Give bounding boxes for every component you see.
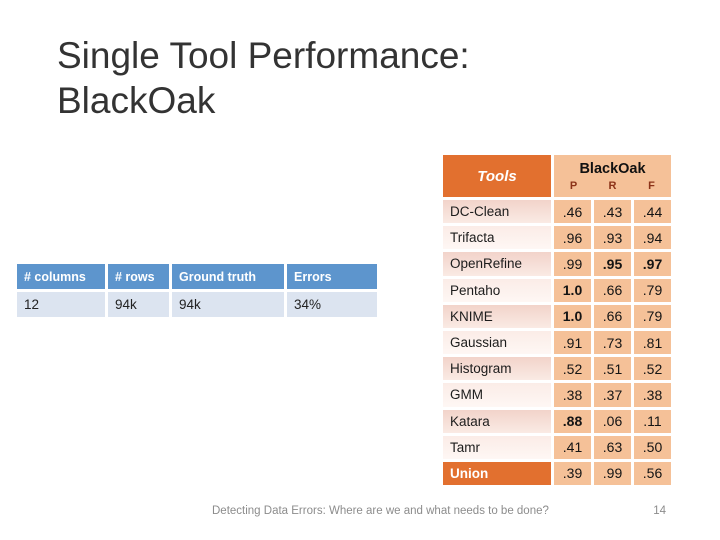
tool-name-cell: Trifacta — [443, 226, 551, 250]
metric-header-label: P — [569, 179, 578, 192]
recall-value-cell: .95 — [594, 252, 631, 276]
recall-value-cell: .66 — [594, 304, 631, 328]
table-row: OpenRefine .99 .95 .97 — [443, 252, 671, 276]
precision-value-cell: .99 — [554, 252, 591, 276]
recall-value-cell: .73 — [594, 330, 631, 355]
slide-title: Single Tool Performance: BlackOak — [57, 33, 470, 123]
fmeasure-value-cell: .94 — [634, 226, 671, 250]
fmeasure-value-cell: .97 — [634, 252, 671, 276]
metric-header-label: R — [608, 179, 617, 192]
table-row: GMM .38 .37 .38 — [443, 383, 671, 407]
info-value-cell: 34% — [287, 292, 377, 317]
metric-header-label: F — [648, 179, 655, 192]
table-header-row: Tools BlackOak P R F — [443, 155, 671, 197]
fmeasure-value-cell: .79 — [634, 278, 671, 302]
info-header-cell: # rows — [108, 264, 169, 289]
fmeasure-value-cell: .56 — [634, 461, 671, 486]
tool-name-cell: Union — [443, 461, 551, 486]
info-header-cell: Ground truth — [172, 264, 284, 289]
table-row: Union .39 .99 .56 — [443, 461, 671, 486]
info-value-cell: 94k — [172, 292, 284, 317]
precision-value-cell: .46 — [554, 200, 591, 224]
recall-value-cell: .63 — [594, 435, 631, 459]
info-table-value-row: 12 94k 94k 34% — [17, 292, 377, 317]
tool-name-cell: OpenRefine — [443, 252, 551, 276]
precision-value-cell: .41 — [554, 435, 591, 459]
table-row: Gaussian .91 .73 .81 — [443, 330, 671, 355]
tool-name-cell: Histogram — [443, 357, 551, 381]
precision-value-cell: 1.0 — [554, 278, 591, 302]
fmeasure-value-cell: .44 — [634, 200, 671, 224]
dataset-header-cell: BlackOak P R F — [554, 155, 671, 197]
page-number: 14 — [653, 505, 666, 517]
table-row: Tamr .41 .63 .50 — [443, 435, 671, 459]
info-value-cell: 12 — [17, 292, 105, 317]
precision-value-cell: .38 — [554, 383, 591, 407]
precision-value-cell: .88 — [554, 409, 591, 433]
tool-name-cell: Katara — [443, 409, 551, 433]
recall-value-cell: .06 — [594, 409, 631, 433]
precision-value-cell: 1.0 — [554, 304, 591, 328]
recall-value-cell: .43 — [594, 200, 631, 224]
tool-name-cell: Pentaho — [443, 278, 551, 302]
precision-value-cell: .96 — [554, 226, 591, 250]
info-table-header-row: # columns # rows Ground truth Errors — [17, 264, 377, 289]
tool-name-cell: KNIME — [443, 304, 551, 328]
fmeasure-value-cell: .52 — [634, 357, 671, 381]
info-value-cell: 94k — [108, 292, 169, 317]
dataset-info-table: # columns # rows Ground truth Errors 12 94k 9… — [17, 264, 377, 320]
tool-name-cell: GMM — [443, 383, 551, 407]
tool-performance-table: Tools BlackOak P R F DC-Clean .46 .43 .44 … — [443, 155, 671, 488]
precision-value-cell: .52 — [554, 357, 591, 381]
fmeasure-value-cell: .38 — [634, 383, 671, 407]
title-line-1: Single Tool Performance: — [57, 35, 470, 76]
table-row: Histogram .52 .51 .52 — [443, 357, 671, 381]
table-row: Pentaho 1.0 .66 .79 — [443, 278, 671, 302]
precision-value-cell: .39 — [554, 461, 591, 486]
title-line-2: BlackOak — [57, 80, 216, 121]
dataset-name-label: BlackOak — [579, 160, 646, 177]
info-header-cell: Errors — [287, 264, 377, 289]
tool-name-cell: DC-Clean — [443, 200, 551, 224]
tool-name-cell: Tamr — [443, 435, 551, 459]
recall-value-cell: .93 — [594, 226, 631, 250]
table-row: Katara .88 .06 .11 — [443, 409, 671, 433]
table-body: DC-Clean .46 .43 .44 Trifacta .96 .93 .9… — [443, 200, 671, 486]
recall-value-cell: .99 — [594, 461, 631, 486]
fmeasure-value-cell: .50 — [634, 435, 671, 459]
recall-value-cell: .37 — [594, 383, 631, 407]
info-header-cell: # columns — [17, 264, 105, 289]
table-row: KNIME 1.0 .66 .79 — [443, 304, 671, 328]
fmeasure-value-cell: .79 — [634, 304, 671, 328]
footer-text: Detecting Data Errors: Where are we and … — [212, 505, 549, 517]
table-row: DC-Clean .46 .43 .44 — [443, 200, 671, 224]
fmeasure-value-cell: .81 — [634, 330, 671, 355]
precision-value-cell: .91 — [554, 330, 591, 355]
tools-header-cell: Tools — [443, 155, 551, 197]
recall-value-cell: .51 — [594, 357, 631, 381]
table-row: Trifacta .96 .93 .94 — [443, 226, 671, 250]
recall-value-cell: .66 — [594, 278, 631, 302]
fmeasure-value-cell: .11 — [634, 409, 671, 433]
tool-name-cell: Gaussian — [443, 330, 551, 355]
